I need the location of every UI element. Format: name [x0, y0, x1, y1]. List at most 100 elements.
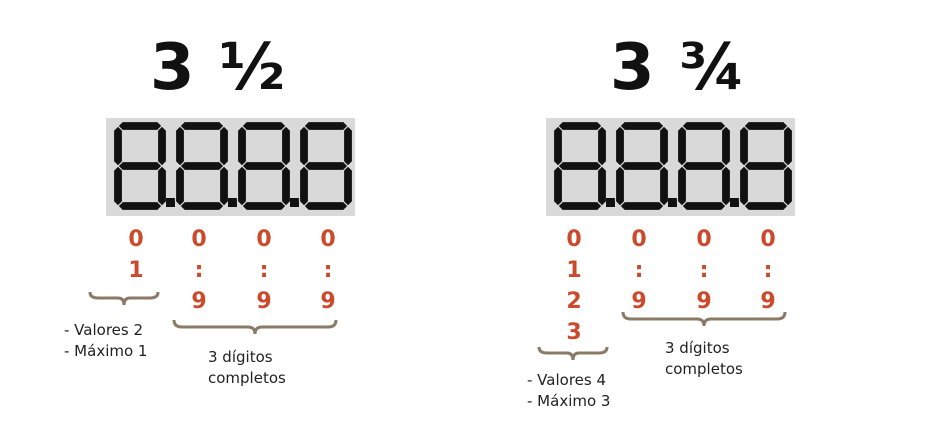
segment-middle	[241, 160, 287, 172]
segment-upper-left	[552, 125, 564, 167]
segment-upper-right	[280, 125, 292, 167]
segment-middle	[743, 160, 789, 172]
decimal-point	[730, 198, 739, 207]
digit-value: 2	[566, 289, 582, 314]
digit-value: :	[323, 258, 333, 283]
note-line: completos	[665, 360, 743, 378]
segment-lower-left	[614, 165, 626, 207]
segment-lower-left	[738, 165, 750, 207]
digit-value: 9	[256, 289, 272, 314]
segment-upper-right	[596, 125, 608, 167]
digit-value: 1	[128, 258, 144, 283]
panel-three-half: 3 ½ 0 1 0 : 9 0 : 9 0 : 9 - Valores 2 - …	[64, 31, 355, 389]
digit-value: 9	[631, 289, 647, 314]
segment-lower-right	[596, 165, 608, 207]
segment-bottom	[681, 200, 727, 212]
decimal-point	[166, 198, 175, 207]
segment-lower-left	[236, 165, 248, 207]
lcd-display	[106, 118, 355, 216]
digit-value: 1	[566, 258, 582, 283]
segment-upper-right	[782, 125, 794, 167]
segment-upper-left	[676, 125, 688, 167]
decimal-point	[228, 198, 237, 207]
segment-lower-right	[342, 165, 354, 207]
lcd-display	[546, 118, 795, 216]
segment-lower-right	[280, 165, 292, 207]
digit-values-column-3: 0 : 9	[692, 224, 716, 317]
segment-middle	[117, 160, 163, 172]
digit-values-column-1: 0 1	[124, 224, 148, 286]
panel-title: 3 ½	[150, 31, 287, 105]
digit-value: 0	[191, 227, 207, 252]
segment-top	[619, 120, 665, 132]
digit-value: 0	[696, 227, 712, 252]
segment-top	[179, 120, 225, 132]
digit-value: :	[699, 258, 709, 283]
digit-value: :	[763, 258, 773, 283]
segment-lower-right	[218, 165, 230, 207]
digit-values-column-4: 0 : 9	[756, 224, 780, 317]
first-digit-brace	[88, 291, 160, 306]
segment-upper-right	[342, 125, 354, 167]
digit-value: 9	[696, 289, 712, 314]
full-digits-note: 3 dígitos completos	[208, 347, 286, 389]
note-line: completos	[208, 369, 286, 387]
segment-upper-right	[658, 125, 670, 167]
digit-values-column-1: 0 1 2 3	[562, 224, 586, 348]
note-line: 3 dígitos	[665, 339, 730, 357]
segment-upper-left	[614, 125, 626, 167]
segment-lower-left	[174, 165, 186, 207]
segment-top	[303, 120, 349, 132]
note-line: - Máximo 3	[527, 392, 611, 410]
note-line: - Máximo 1	[64, 342, 148, 360]
full-digits-brace	[172, 319, 338, 335]
segment-bottom	[179, 200, 225, 212]
digit-value: 0	[760, 227, 776, 252]
segment-middle	[619, 160, 665, 172]
segment-upper-right	[720, 125, 732, 167]
segment-bottom	[241, 200, 287, 212]
first-digit-note: - Valores 2 - Máximo 1	[64, 320, 147, 362]
first-digit-brace	[537, 346, 609, 361]
digit-value: 0	[631, 227, 647, 252]
panel-title: 3 ¾	[610, 31, 747, 105]
segment-upper-right	[218, 125, 230, 167]
digit-values-column-4: 0 : 9	[316, 224, 340, 317]
decimal-point	[668, 198, 677, 207]
segment-bottom	[743, 200, 789, 212]
digit-values-column-2: 0 : 9	[187, 224, 211, 317]
segment-bottom	[117, 200, 163, 212]
segment-lower-right	[156, 165, 168, 207]
digit-value: 0	[128, 227, 144, 252]
segment-upper-right	[156, 125, 168, 167]
segment-upper-left	[112, 125, 124, 167]
panel-three-quarter: 3 ¾ 0 1 2 3 0 : 9 0 : 9 0 : 9 - Valores …	[465, 0, 930, 422]
segment-bottom	[303, 200, 349, 212]
segment-top	[117, 120, 163, 132]
segment-upper-left	[738, 125, 750, 167]
segment-lower-left	[112, 165, 124, 207]
full-digits-note: 3 dígitos completos	[665, 338, 743, 380]
digit-values-column-3: 0 : 9	[252, 224, 276, 317]
note-line: - Valores 2	[64, 321, 144, 339]
segment-top	[557, 120, 603, 132]
digit-value: 0	[256, 227, 272, 252]
segment-middle	[303, 160, 349, 172]
segment-bottom	[619, 200, 665, 212]
segment-lower-left	[676, 165, 688, 207]
segment-upper-left	[236, 125, 248, 167]
digit-value: 9	[760, 289, 776, 314]
segment-middle	[179, 160, 225, 172]
segment-middle	[557, 160, 603, 172]
segment-lower-left	[298, 165, 310, 207]
decimal-point	[606, 198, 615, 207]
digit-value: :	[259, 258, 269, 283]
segment-middle	[681, 160, 727, 172]
digit-value: 0	[320, 227, 336, 252]
digit-value: :	[634, 258, 644, 283]
segment-lower-right	[720, 165, 732, 207]
digit-value: 9	[191, 289, 207, 314]
decimal-point	[290, 198, 299, 207]
segment-lower-right	[658, 165, 670, 207]
segment-upper-left	[298, 125, 310, 167]
